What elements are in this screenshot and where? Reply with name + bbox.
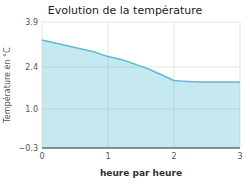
x-axis-label: heure par heure [100, 168, 182, 178]
x-tick-label: 1 [105, 152, 110, 161]
x-tick-label: 0 [39, 152, 44, 161]
y-axis-label: Température en °C [2, 47, 12, 124]
x-tick-label: 3 [237, 152, 242, 161]
title: Evolution de la température [48, 4, 203, 17]
area [42, 40, 240, 148]
y-grid-line [42, 22, 240, 23]
y-grid-line [42, 148, 240, 149]
chart-svg: −0.3 1.0 2.4 3.9 0 1 2 3 Evolution de la tempéra… [0, 0, 250, 188]
y-tick-label: 3.9 [25, 18, 38, 27]
plot-area [42, 40, 240, 148]
x-tick-label: 2 [171, 152, 176, 161]
y-tick-label: −0.3 [19, 144, 38, 153]
grid [42, 22, 240, 148]
chart-container: −0.3 1.0 2.4 3.9 0 1 2 3 Evolution de la tempéra… [0, 0, 250, 188]
y-tick-label: 2.4 [25, 63, 38, 72]
y-tick-label: 1.0 [25, 105, 38, 114]
x-axis-line [42, 148, 240, 149]
line [42, 40, 240, 82]
